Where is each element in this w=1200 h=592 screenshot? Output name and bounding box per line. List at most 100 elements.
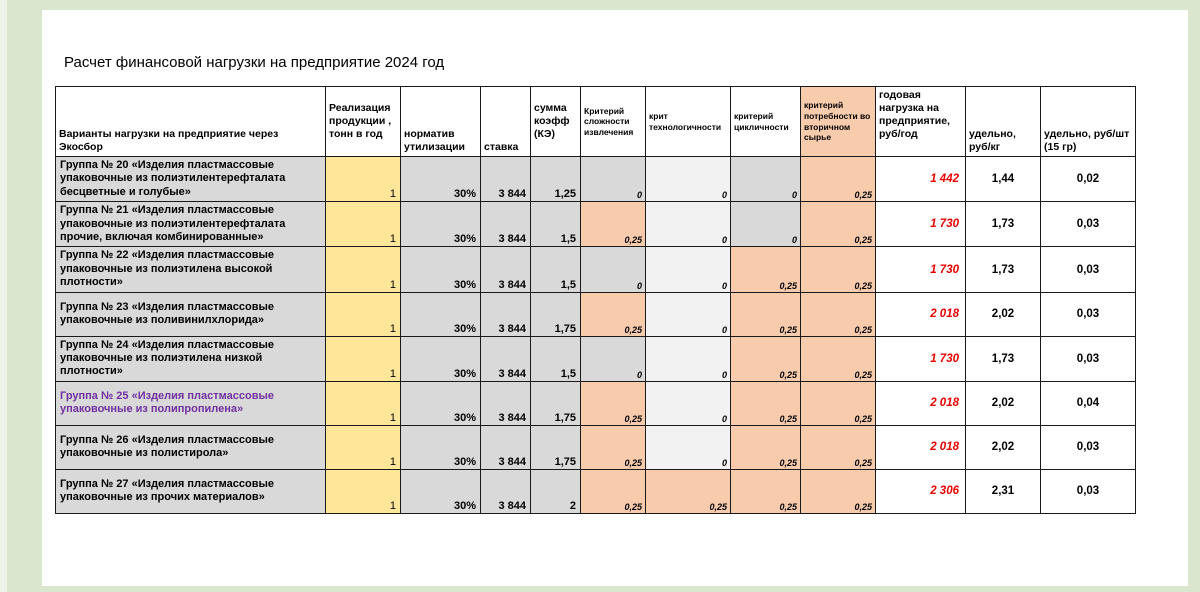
- header-crit-tech[interactable]: крит технологичности: [645, 86, 731, 157]
- cell-realization[interactable]: 1: [325, 380, 401, 426]
- cell-crit-tech[interactable]: 0: [645, 155, 731, 203]
- cell-recycling-norm[interactable]: 30%: [400, 155, 481, 203]
- cell-crit-extraction[interactable]: 0: [580, 155, 646, 203]
- header-crit-cyclic[interactable]: критерий цикличности: [730, 86, 801, 157]
- cell-rate[interactable]: 3 844: [480, 246, 531, 293]
- cell-crit-extraction[interactable]: 0,25: [580, 424, 646, 470]
- cell-crit-extraction[interactable]: 0,25: [580, 201, 646, 248]
- cell-coef-sum[interactable]: 1,75: [530, 424, 581, 470]
- cell-per-item[interactable]: 0,03: [1040, 246, 1136, 293]
- cell-annual-load[interactable]: 1 442: [875, 155, 966, 203]
- cell-per-kg[interactable]: 2,02: [965, 424, 1041, 470]
- header-per-kg[interactable]: удельно, руб/кг: [965, 86, 1041, 157]
- cell-rate[interactable]: 3 844: [480, 155, 531, 203]
- cell-group-label[interactable]: Группа № 23 «Изделия пластмассовые упако…: [55, 291, 326, 337]
- cell-per-kg[interactable]: 1,73: [965, 201, 1041, 248]
- cell-rate[interactable]: 3 844: [480, 468, 531, 514]
- header-recycling-norm[interactable]: норматив утилизации: [400, 86, 481, 157]
- cell-crit-tech[interactable]: 0,25: [645, 468, 731, 514]
- cell-crit-extraction[interactable]: 0,25: [580, 468, 646, 514]
- cell-crit-extraction[interactable]: 0,25: [580, 291, 646, 337]
- cell-group-label[interactable]: Группа № 24 «Изделия пластмассовые упако…: [55, 335, 326, 382]
- cell-coef-sum[interactable]: 1,5: [530, 335, 581, 382]
- cell-realization[interactable]: 1: [325, 201, 401, 248]
- cell-crit-extraction[interactable]: 0: [580, 335, 646, 382]
- cell-annual-load[interactable]: 2 018: [875, 380, 966, 426]
- cell-rate[interactable]: 3 844: [480, 291, 531, 337]
- cell-recycling-norm[interactable]: 30%: [400, 380, 481, 426]
- cell-crit-secondary[interactable]: 0,25: [800, 424, 876, 470]
- cell-crit-cyclic[interactable]: 0,25: [730, 335, 801, 382]
- cell-coef-sum[interactable]: 1,75: [530, 380, 581, 426]
- cell-recycling-norm[interactable]: 30%: [400, 201, 481, 248]
- header-rate[interactable]: ставка: [480, 86, 531, 157]
- cell-per-kg[interactable]: 2,02: [965, 291, 1041, 337]
- cell-per-kg[interactable]: 1,73: [965, 335, 1041, 382]
- cell-per-kg[interactable]: 2,31: [965, 468, 1041, 514]
- cell-per-item[interactable]: 0,03: [1040, 468, 1136, 514]
- cell-realization[interactable]: 1: [325, 155, 401, 203]
- cell-rate[interactable]: 3 844: [480, 335, 531, 382]
- header-realization[interactable]: Реализация продукции , тонн в год: [325, 86, 401, 157]
- cell-annual-load[interactable]: 2 018: [875, 424, 966, 470]
- cell-recycling-norm[interactable]: 30%: [400, 468, 481, 514]
- cell-coef-sum[interactable]: 1,5: [530, 246, 581, 293]
- cell-crit-tech[interactable]: 0: [645, 201, 731, 248]
- cell-recycling-norm[interactable]: 30%: [400, 335, 481, 382]
- cell-per-item[interactable]: 0,04: [1040, 380, 1136, 426]
- header-crit-secondary[interactable]: критерий потребности во вторичном сырье: [800, 86, 876, 157]
- cell-realization[interactable]: 1: [325, 468, 401, 514]
- cell-crit-cyclic[interactable]: 0,25: [730, 424, 801, 470]
- cell-crit-cyclic[interactable]: 0,25: [730, 291, 801, 337]
- cell-crit-tech[interactable]: 0: [645, 424, 731, 470]
- cell-coef-sum[interactable]: 1,5: [530, 201, 581, 248]
- cell-annual-load[interactable]: 2 306: [875, 468, 966, 514]
- header-coef-sum[interactable]: сумма коэфф (КЭ): [530, 86, 581, 157]
- cell-realization[interactable]: 1: [325, 335, 401, 382]
- cell-group-label[interactable]: Группа № 26 «Изделия пластмассовые упако…: [55, 424, 326, 470]
- header-crit-extraction[interactable]: Критерий сложности извлечения: [580, 86, 646, 157]
- cell-per-item[interactable]: 0,03: [1040, 335, 1136, 382]
- cell-crit-tech[interactable]: 0: [645, 380, 731, 426]
- cell-crit-secondary[interactable]: 0,25: [800, 155, 876, 203]
- cell-per-item[interactable]: 0,03: [1040, 291, 1136, 337]
- cell-rate[interactable]: 3 844: [480, 424, 531, 470]
- cell-crit-extraction[interactable]: 0,25: [580, 380, 646, 426]
- cell-group-label[interactable]: Группа № 22 «Изделия пластмассовые упако…: [55, 246, 326, 293]
- cell-rate[interactable]: 3 844: [480, 380, 531, 426]
- cell-per-kg[interactable]: 1,44: [965, 155, 1041, 203]
- cell-annual-load[interactable]: 1 730: [875, 201, 966, 248]
- cell-crit-secondary[interactable]: 0,25: [800, 468, 876, 514]
- cell-per-item[interactable]: 0,03: [1040, 424, 1136, 470]
- header-variants[interactable]: Варианты нагрузки на предприятие через Э…: [55, 86, 326, 157]
- cell-coef-sum[interactable]: 2: [530, 468, 581, 514]
- cell-annual-load[interactable]: 1 730: [875, 335, 966, 382]
- cell-group-label[interactable]: Группа № 25 «Изделия пластмассовые упако…: [55, 380, 326, 426]
- cell-crit-secondary[interactable]: 0,25: [800, 335, 876, 382]
- cell-crit-extraction[interactable]: 0: [580, 246, 646, 293]
- cell-annual-load[interactable]: 1 730: [875, 246, 966, 293]
- cell-group-label[interactable]: Группа № 27 «Изделия пластмассовые упако…: [55, 468, 326, 514]
- cell-crit-cyclic[interactable]: 0: [730, 201, 801, 248]
- cell-group-label[interactable]: Группа № 21 «Изделия пластмассовые упако…: [55, 201, 326, 248]
- header-annual-load[interactable]: годовая нагрузка на предприятие, руб/год: [875, 86, 966, 157]
- cell-crit-secondary[interactable]: 0,25: [800, 201, 876, 248]
- cell-crit-cyclic[interactable]: 0: [730, 155, 801, 203]
- cell-recycling-norm[interactable]: 30%: [400, 291, 481, 337]
- cell-realization[interactable]: 1: [325, 424, 401, 470]
- cell-realization[interactable]: 1: [325, 246, 401, 293]
- cell-crit-secondary[interactable]: 0,25: [800, 380, 876, 426]
- cell-crit-secondary[interactable]: 0,25: [800, 246, 876, 293]
- cell-coef-sum[interactable]: 1,75: [530, 291, 581, 337]
- cell-rate[interactable]: 3 844: [480, 201, 531, 248]
- cell-crit-tech[interactable]: 0: [645, 335, 731, 382]
- cell-per-kg[interactable]: 2,02: [965, 380, 1041, 426]
- cell-crit-tech[interactable]: 0: [645, 246, 731, 293]
- cell-crit-cyclic[interactable]: 0,25: [730, 246, 801, 293]
- cell-crit-cyclic[interactable]: 0,25: [730, 380, 801, 426]
- cell-crit-cyclic[interactable]: 0,25: [730, 468, 801, 514]
- cell-per-item[interactable]: 0,02: [1040, 155, 1136, 203]
- cell-crit-secondary[interactable]: 0,25: [800, 291, 876, 337]
- cell-annual-load[interactable]: 2 018: [875, 291, 966, 337]
- cell-per-kg[interactable]: 1,73: [965, 246, 1041, 293]
